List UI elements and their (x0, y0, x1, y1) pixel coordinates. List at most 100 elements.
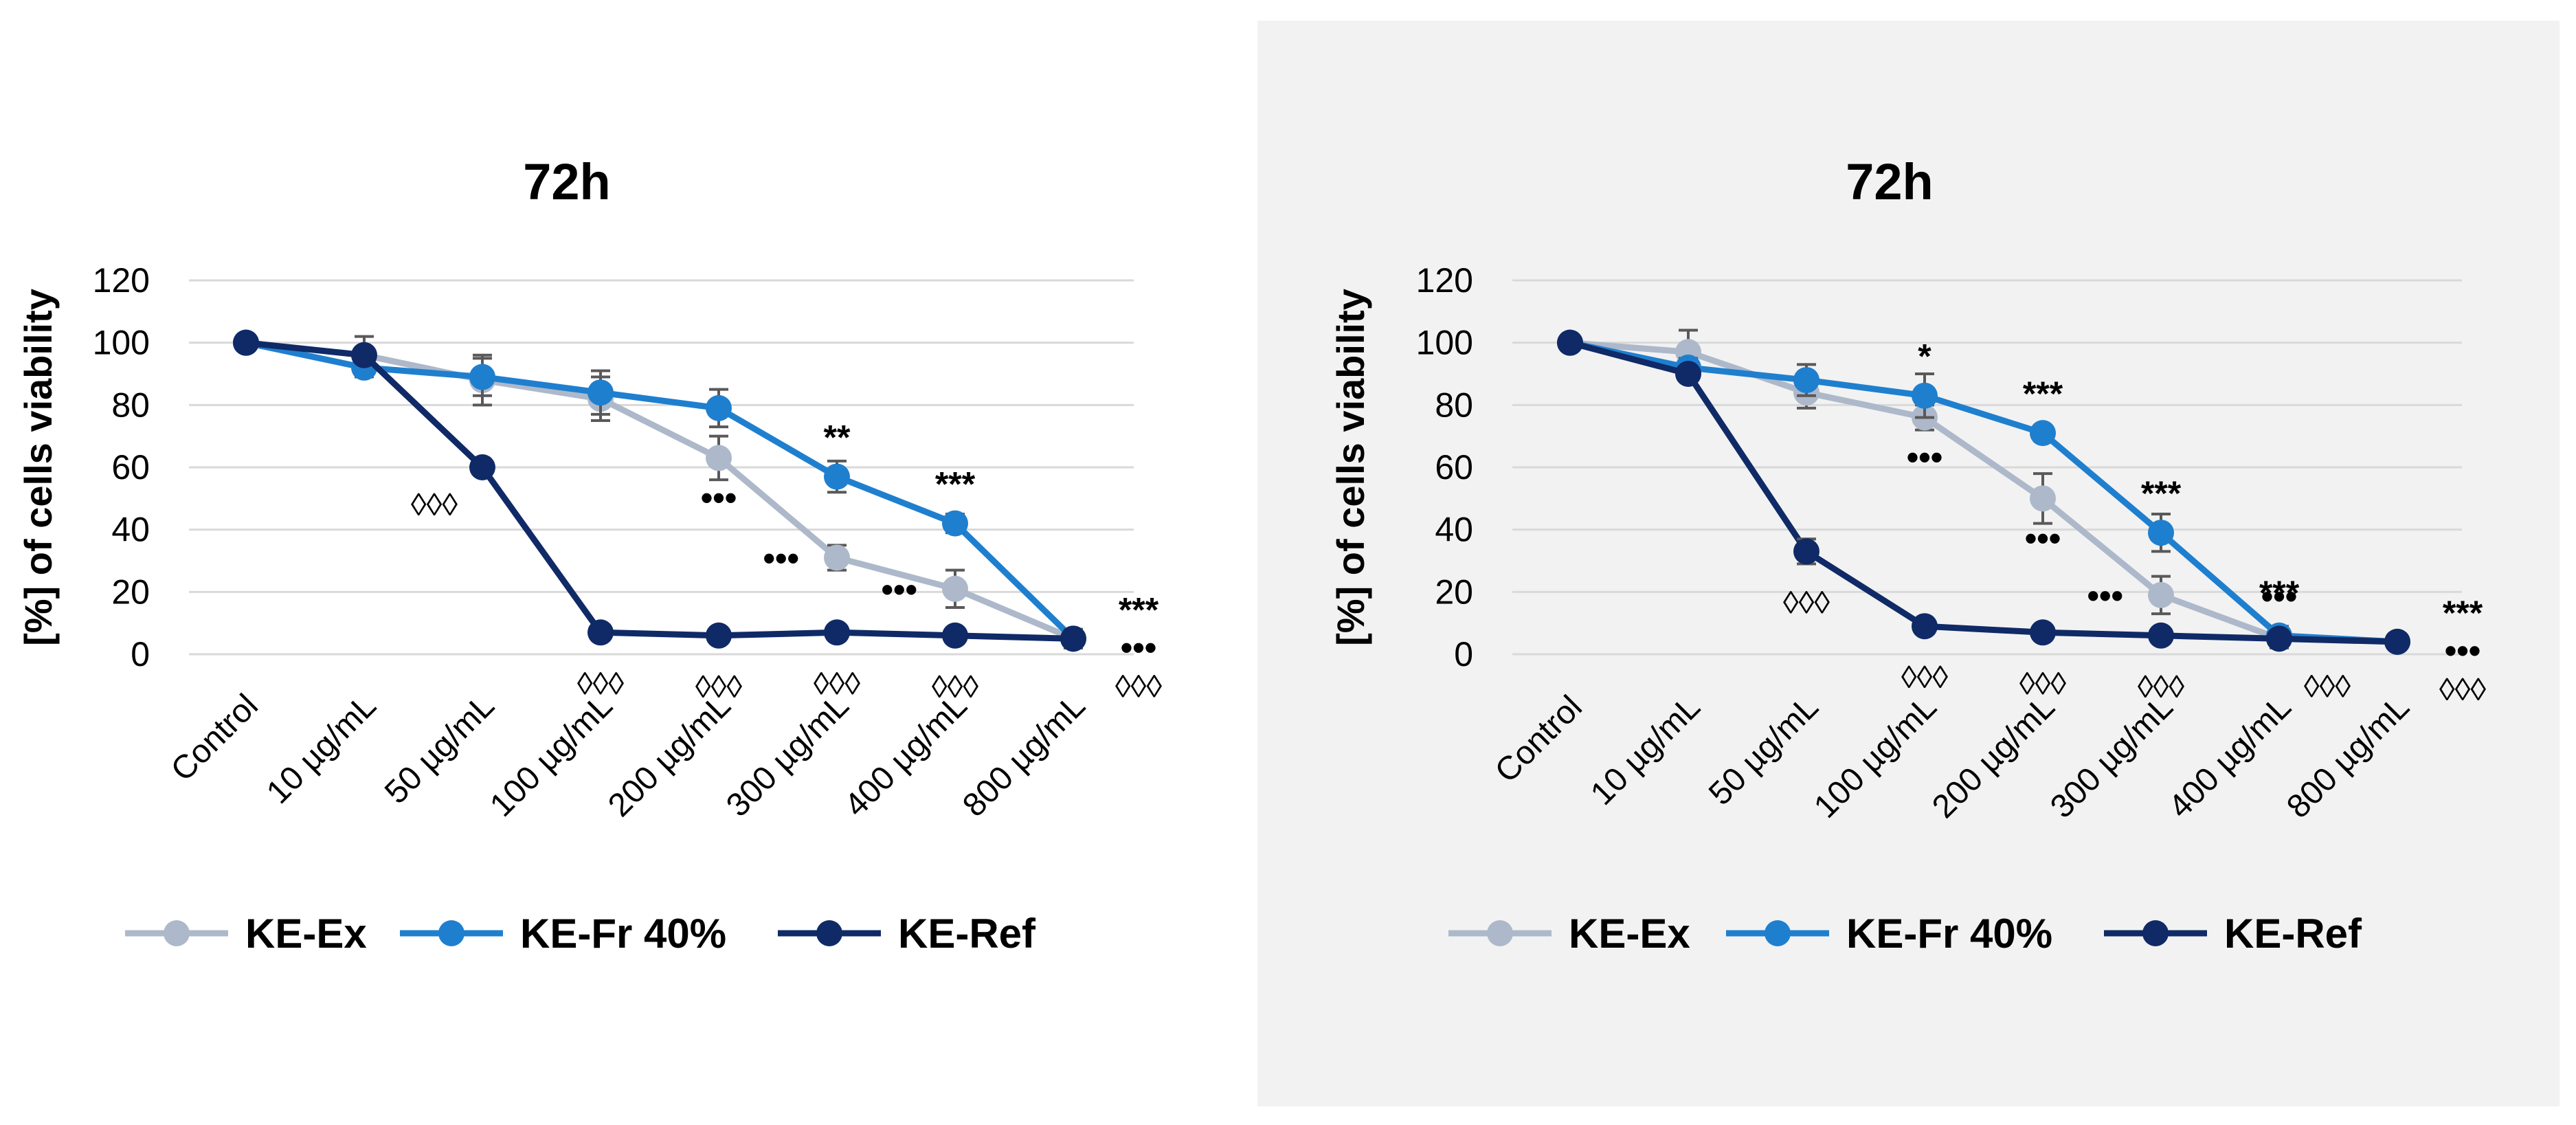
data-point-ke-fr-40 (469, 364, 495, 390)
series-line-ke-fr-40 (1569, 339, 2398, 645)
y-tick-label: 100 (93, 324, 150, 362)
significance-marker: ••• (1907, 438, 1943, 476)
significance-marker: ◊◊◊ (695, 669, 742, 704)
y-axis-label: [%] of cells viability (16, 289, 60, 646)
significance-marker: *** (2023, 375, 2063, 413)
data-point-ke-ex (2030, 485, 2056, 512)
x-tick-label: 800 µg/mL (956, 687, 1093, 824)
x-tick-label: 400 µg/mL (2162, 689, 2298, 825)
data-point-ke-ref (2030, 619, 2056, 646)
data-point-ke-ref (1912, 613, 1938, 640)
y-tick-label: 20 (1435, 572, 1473, 611)
y-tick-label: 80 (111, 386, 150, 424)
significance-marker: * (1918, 337, 1931, 376)
legend-marker-ke-ex (164, 920, 190, 946)
data-point-ke-ref (1557, 329, 1583, 356)
significance-marker: ••• (763, 539, 799, 577)
significance-marker: ••• (2025, 519, 2061, 557)
significance-marker: ◊◊◊ (1901, 659, 1948, 695)
legend-marker-ke-ref (2142, 920, 2169, 946)
x-tick-label: 200 µg/mL (1925, 689, 2062, 825)
y-tick-label: 100 (1416, 324, 1473, 362)
y-tick-label: 40 (111, 511, 150, 549)
data-point-ke-ref (706, 622, 732, 649)
chart-title: 72h (1846, 153, 1934, 210)
x-tick-label: 800 µg/mL (2280, 689, 2417, 825)
series-line-ke-ex (245, 339, 1075, 642)
y-tick-label: 80 (1435, 386, 1473, 424)
significance-marker: ◊◊◊ (577, 665, 624, 701)
data-point-ke-fr-40 (587, 379, 614, 406)
data-point-ke-ref (351, 342, 377, 368)
data-point-ke-ref (587, 619, 614, 646)
y-tick-label: 60 (111, 448, 150, 487)
significance-marker: ◊◊◊ (2019, 665, 2066, 701)
data-point-ke-ref (824, 619, 850, 646)
significance-marker: *** (935, 465, 976, 504)
data-point-ke-fr-40 (1793, 367, 1819, 394)
data-point-ke-ref (2384, 628, 2410, 655)
significance-marker: ◊◊◊ (411, 487, 458, 522)
y-axis-label: [%] of cells viability (1329, 289, 1372, 646)
data-point-ke-ref (1060, 625, 1086, 652)
data-point-ke-ref (233, 329, 259, 356)
significance-marker: ••• (1121, 628, 1157, 667)
data-point-ke-ex (706, 445, 732, 471)
series-line-ke-ref (1569, 339, 2398, 645)
significance-marker: ••• (2261, 577, 2298, 616)
significance-marker: ••• (701, 478, 737, 517)
data-point-ke-ref (2266, 625, 2292, 652)
significance-marker: ◊◊◊ (1115, 668, 1162, 704)
data-point-ke-ref (1793, 538, 1819, 565)
data-point-ke-ex (2148, 581, 2174, 608)
data-point-ke-ref (469, 454, 495, 480)
data-point-ke-fr-40 (1912, 382, 1938, 409)
legend-label-ke-fr-40: KE-Fr 40% (1846, 911, 2052, 957)
legend-marker-ke-fr-40 (438, 920, 464, 946)
significance-marker: ••• (881, 570, 917, 609)
legend-label-ke-fr-40: KE-Fr 40% (520, 911, 726, 957)
significance-marker: *** (2141, 474, 2182, 513)
data-point-ke-ex (942, 575, 968, 602)
series-line-ke-ex (1569, 339, 2398, 645)
data-point-ke-fr-40 (942, 510, 968, 537)
significance-marker: ◊◊◊ (2439, 671, 2486, 707)
data-point-ke-ex (824, 544, 850, 571)
y-tick-label: 120 (93, 261, 150, 300)
data-point-ke-fr-40 (2030, 420, 2056, 447)
series-line-ke-ref (245, 339, 1074, 642)
significance-marker: ••• (2445, 632, 2481, 670)
legend-marker-ke-fr-40 (1765, 920, 1791, 946)
line-chart-right: 72h 0 20 40 60 80 100 120 [%] of cells viability… (1329, 153, 2486, 957)
chart-panel-left: 72h 0 20 40 60 80 100 120 [%] of cells viability… (0, 0, 1237, 1122)
significance-marker: *** (1119, 590, 1159, 629)
x-tick-label: Control (1488, 689, 1589, 790)
data-point-ke-ref (1675, 361, 1701, 387)
chart-panel-right: 72h 0 20 40 60 80 100 120 [%] of cells viability… (1257, 21, 2560, 1106)
series-line-ke-fr-40 (245, 339, 1076, 641)
x-tick-label: 50 µg/mL (1702, 689, 1826, 812)
significance-marker: ◊◊◊ (2138, 669, 2184, 704)
x-tick-label: 400 µg/mL (838, 687, 974, 824)
x-tick-label: 300 µg/mL (2043, 689, 2180, 825)
legend-label-ke-ex: KE-Ex (245, 911, 367, 957)
x-tick-label: 200 µg/mL (601, 687, 738, 824)
significance-marker: *** (2259, 574, 2300, 612)
significance-marker: ◊◊◊ (1783, 584, 1830, 620)
legend-label-ke-ref: KE-Ref (2224, 911, 2362, 957)
x-tick-label: 100 µg/mL (483, 687, 620, 824)
y-tick-label: 20 (111, 572, 150, 611)
legend-label-ke-ex: KE-Ex (1569, 911, 1690, 957)
x-tick-label: Control (164, 687, 265, 788)
significance-marker: ◊◊◊ (932, 669, 978, 704)
y-tick-label: 0 (1454, 635, 1473, 673)
x-tick-label: 10 µg/mL (260, 687, 383, 811)
x-tick-label: 10 µg/mL (1584, 689, 1707, 812)
significance-marker: ** (824, 419, 851, 457)
data-point-ke-ref (942, 622, 968, 649)
data-point-ke-ref (2148, 622, 2174, 649)
significance-marker: ••• (2087, 577, 2123, 615)
legend-marker-ke-ex (1487, 920, 1513, 946)
line-chart-left: 72h 0 20 40 60 80 100 120 [%] of cells viability… (16, 153, 1162, 957)
y-tick-label: 40 (1435, 511, 1473, 549)
